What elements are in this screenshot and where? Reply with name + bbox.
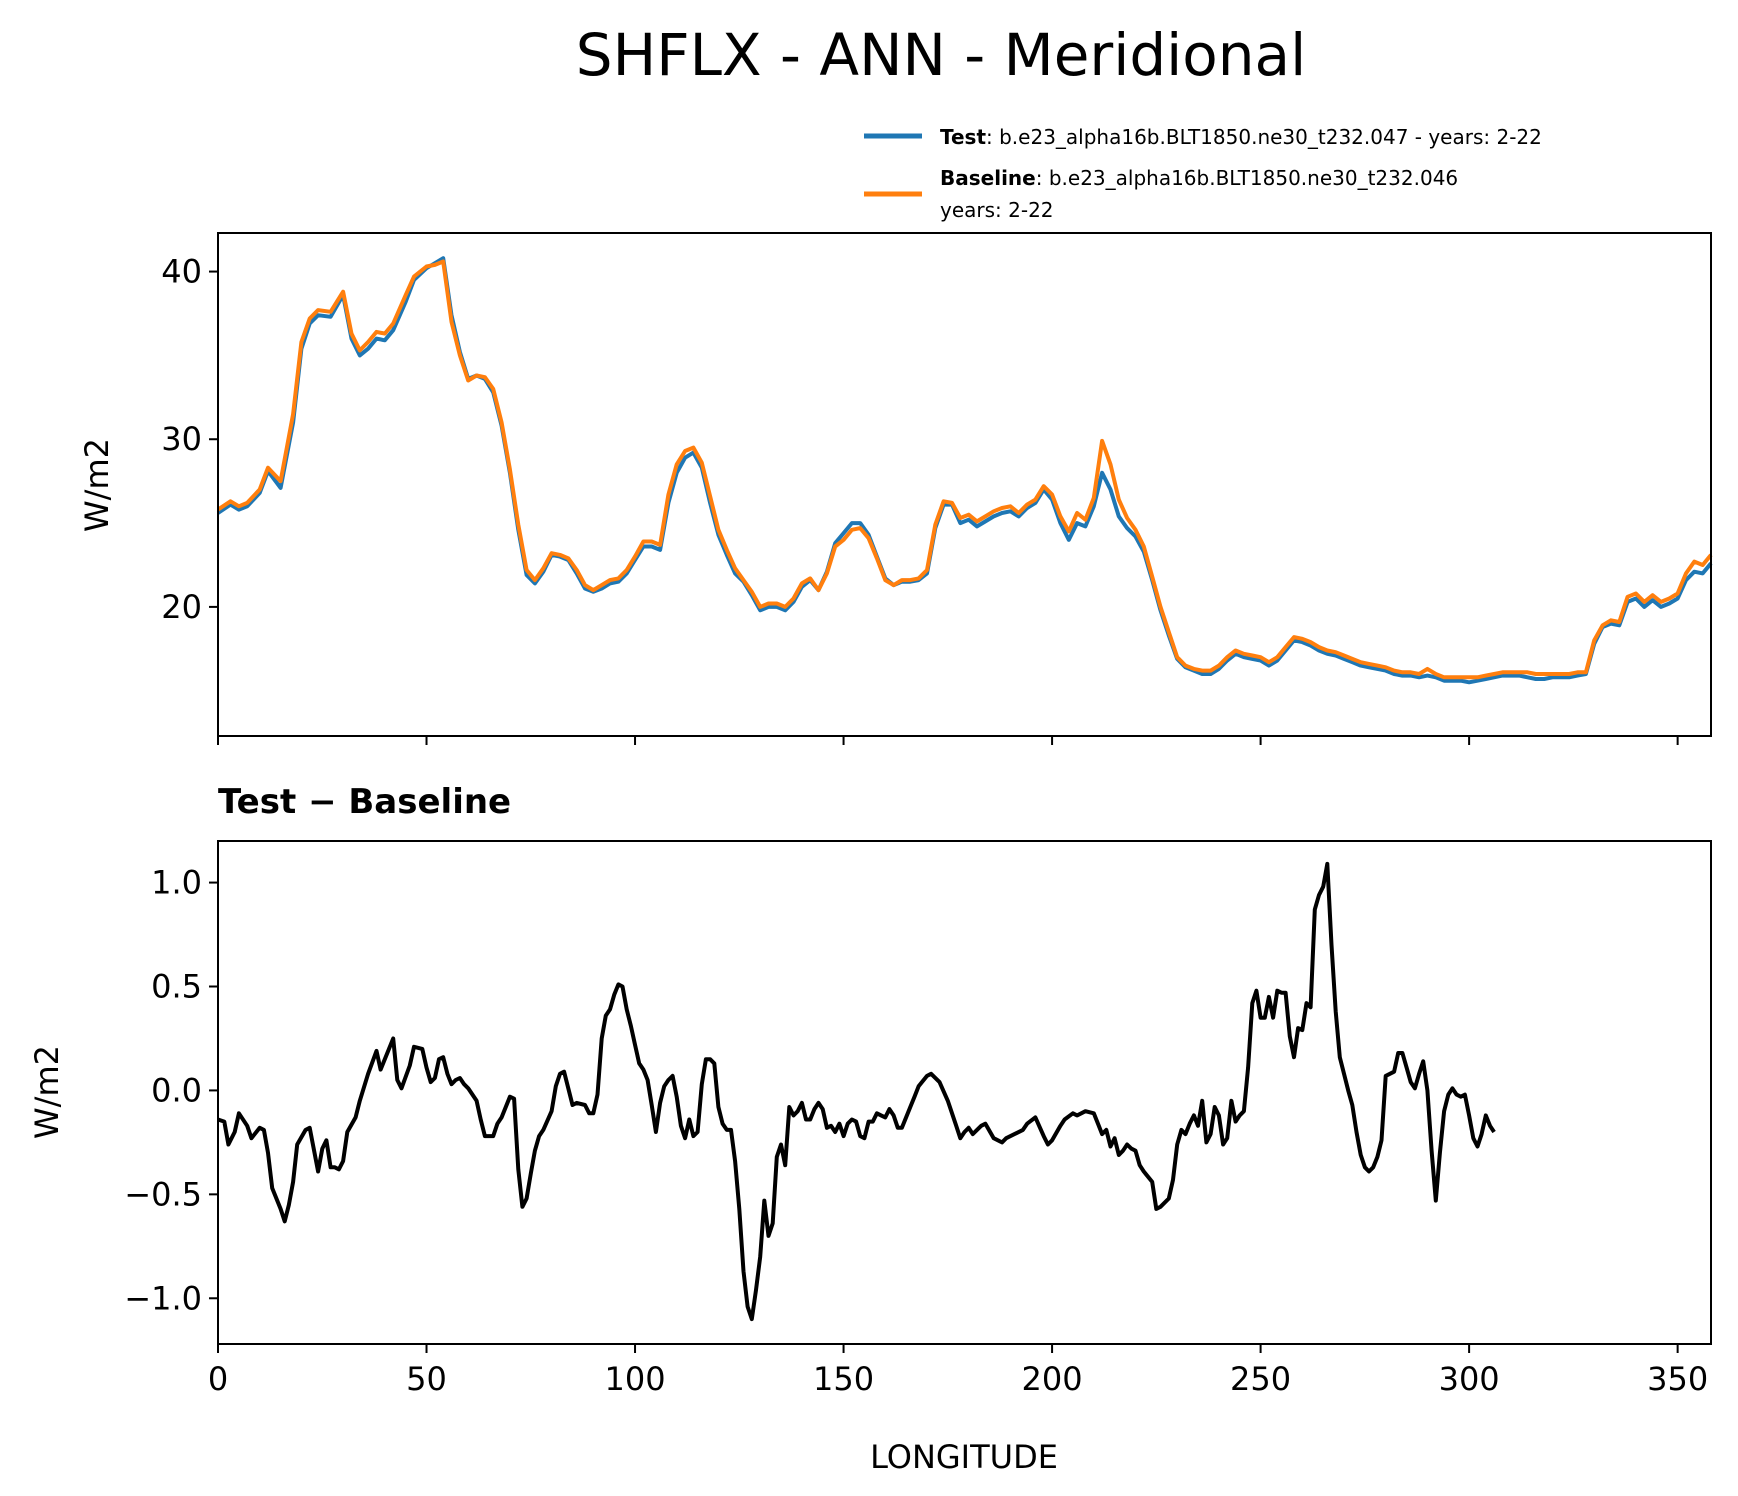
legend-baseline-text: : b.e23_alpha16b.BLT1850.ne30_t232.046 [1036, 166, 1458, 190]
bottom-panel: Test − Baseline 0 50 100 150 200 250 300 350 −1.… [28, 782, 1712, 1476]
bottom-ytick-label: 0.0 [151, 1071, 202, 1109]
legend-test-entry: Test: b.e23_alpha16b.BLT1850.ne30_t232.0… [940, 125, 1542, 149]
top-ylabel: W/m2 [78, 438, 116, 532]
bottom-axis-ticks: 0 50 100 150 200 250 300 350 −1.0 −0.5 0.0 0.5 1.0 [124, 864, 1708, 1398]
top-panel: 20 30 40 W/m2 [78, 232, 1713, 745]
bottom-xtick-label: 150 [813, 1360, 874, 1398]
bottom-xtick-label: 350 [1647, 1360, 1708, 1398]
top-panel-frame [217, 232, 1712, 737]
bottom-xtick-label: 200 [1022, 1360, 1083, 1398]
legend-baseline-entry: Baseline: b.e23_alpha16b.BLT1850.ne30_t2… [940, 166, 1458, 190]
bottom-ytick-label: −0.5 [124, 1175, 202, 1213]
top-series-lines [216, 256, 1713, 685]
legend-test-label: Test [940, 125, 986, 149]
top-ytick-label: 20 [161, 588, 202, 626]
legend-baseline-label: Baseline [940, 166, 1036, 190]
bottom-xtick-label: 50 [406, 1360, 447, 1398]
bottom-xtick-label: 100 [605, 1360, 666, 1398]
legend-test-text: : b.e23_alpha16b.BLT1850.ne30_t232.047 -… [986, 125, 1542, 149]
top-ytick-label: 40 [161, 253, 202, 291]
bottom-ytick-label: 0.5 [151, 967, 202, 1005]
top-series-line-baseline [216, 259, 1713, 680]
bottom-panel-title: Test − Baseline [218, 782, 511, 822]
bottom-xtick-label: 300 [1439, 1360, 1500, 1398]
top-axis-ticks: 20 30 40 [161, 253, 1679, 745]
bottom-ytick-label: −1.0 [124, 1279, 202, 1317]
bottom-xtick-label: 250 [1230, 1360, 1291, 1398]
bottom-panel-frame [217, 840, 1712, 1345]
bottom-series-line-test-baseline [217, 861, 1496, 1322]
bottom-series-lines [217, 861, 1496, 1322]
chart-title: SHFLX - ANN - Meridional [576, 21, 1306, 89]
bottom-xtick-label: 0 [208, 1360, 228, 1398]
legend-baseline-years: years: 2-22 [940, 198, 1054, 222]
bottom-xlabel: LONGITUDE [870, 1438, 1058, 1476]
bottom-ylabel: W/m2 [28, 1045, 66, 1139]
top-ytick-label: 30 [161, 420, 202, 458]
legend: Test: b.e23_alpha16b.BLT1850.ne30_t232.0… [864, 125, 1542, 222]
bottom-ytick-label: 1.0 [151, 864, 202, 902]
